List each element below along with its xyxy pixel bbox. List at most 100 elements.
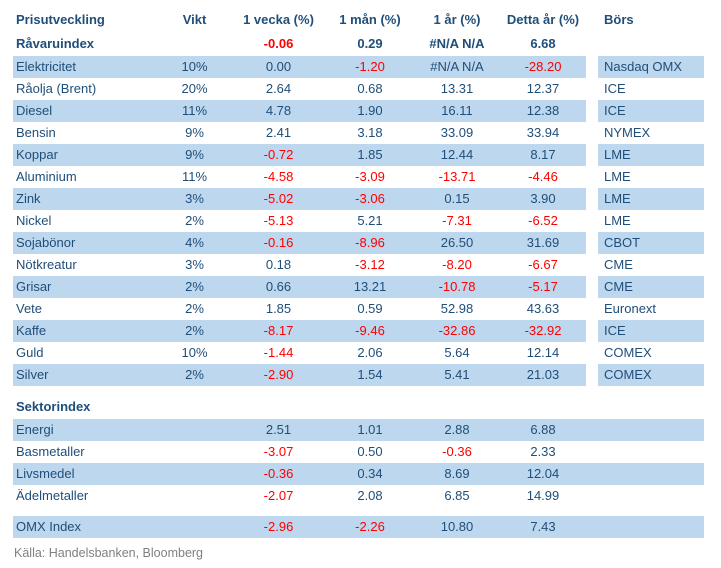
row-label-cell: Ädelmetaller bbox=[16, 488, 89, 503]
weight-cell: 11% bbox=[181, 169, 208, 184]
exchange-cell: ICE bbox=[598, 320, 704, 342]
value-1-year-cell: 16.11 bbox=[414, 100, 500, 122]
value-1-month-cell: 1.54 bbox=[326, 364, 414, 386]
value-ytd-cell: 6.88 bbox=[500, 419, 586, 441]
exchange-cell: LME bbox=[598, 188, 704, 210]
value-ytd-cell: 12.38 bbox=[500, 100, 586, 122]
row-label-cell: Elektricitet bbox=[13, 56, 158, 78]
value-1-month-cell: -3.12 bbox=[355, 257, 385, 272]
exchange-cell: LME bbox=[604, 169, 631, 184]
value-ytd-cell: 12.37 bbox=[526, 81, 560, 96]
spacer-cell bbox=[586, 463, 598, 485]
row-label-cell: Koppar bbox=[13, 144, 158, 166]
value-1-month-cell: 3.18 bbox=[357, 125, 383, 140]
value-1-year-cell: #N/A N/A bbox=[414, 56, 500, 78]
value-1-week-cell: -0.06 bbox=[263, 36, 294, 51]
value-1-week-cell: 2.51 bbox=[231, 419, 326, 441]
spacer-cell bbox=[586, 32, 598, 56]
value-1-week-cell: 0.66 bbox=[231, 276, 326, 298]
value-ytd-cell: 3.90 bbox=[500, 188, 586, 210]
weight-cell: 20% bbox=[181, 81, 208, 96]
spacer-cell bbox=[586, 254, 598, 276]
value-1-month-cell: 0.59 bbox=[357, 301, 383, 316]
row-label-cell: Basmetaller bbox=[16, 444, 85, 459]
value-ytd-cell bbox=[500, 395, 586, 419]
blank-separator-cell bbox=[13, 507, 704, 516]
value-1-month-cell: 1.01 bbox=[326, 419, 414, 441]
exchange-cell bbox=[598, 516, 704, 538]
weight-cell bbox=[158, 395, 231, 419]
column-header-detta-ar: Detta år (%) bbox=[506, 12, 580, 27]
row-label-cell: Råvaruindex bbox=[16, 36, 95, 51]
row-label-cell: Bensin bbox=[16, 125, 56, 140]
weight-cell: 10% bbox=[158, 56, 231, 78]
spacer-cell bbox=[586, 188, 598, 210]
value-1-year-cell: -0.36 bbox=[442, 444, 472, 459]
value-1-week-cell: -5.13 bbox=[263, 213, 294, 228]
row-label-cell: OMX Index bbox=[13, 516, 158, 538]
value-ytd-cell: -5.17 bbox=[500, 276, 586, 298]
value-1-year-cell: 5.64 bbox=[444, 345, 470, 360]
weight-cell bbox=[158, 463, 231, 485]
value-1-week-cell: -0.16 bbox=[231, 232, 326, 254]
row-label-cell: Vete bbox=[16, 301, 43, 316]
value-1-year-cell: 12.44 bbox=[414, 144, 500, 166]
spacer-cell bbox=[586, 364, 598, 386]
exchange-cell: Nasdaq OMX bbox=[598, 56, 704, 78]
row-label-cell: Nötkreatur bbox=[16, 257, 77, 272]
weight-cell bbox=[158, 516, 231, 538]
value-1-year-cell: 6.85 bbox=[444, 488, 470, 503]
sector-row: Energi 2.51 1.01 2.88 6.88 bbox=[13, 419, 704, 441]
exchange-cell bbox=[598, 419, 704, 441]
weight-cell: 10% bbox=[181, 345, 208, 360]
spacer-cell bbox=[586, 419, 598, 441]
value-1-month-cell: 0.29 bbox=[357, 36, 383, 51]
value-1-week-cell: -4.58 bbox=[263, 169, 294, 184]
row-label-cell: Diesel bbox=[13, 100, 158, 122]
column-header-1-man: 1 mån (%) bbox=[339, 12, 401, 27]
weight-cell: 9% bbox=[185, 125, 204, 140]
value-1-week-cell: 0.18 bbox=[265, 257, 292, 272]
spacer-cell bbox=[586, 210, 598, 232]
spacer-cell bbox=[586, 78, 598, 100]
commodity-row: Vete 2% 1.85 0.59 52.98 43.63 Euronext bbox=[13, 298, 704, 320]
row-label-cell: Livsmedel bbox=[13, 463, 158, 485]
value-1-week-cell bbox=[231, 395, 326, 419]
spacer-cell bbox=[586, 166, 598, 188]
exchange-cell: COMEX bbox=[604, 345, 652, 360]
column-header-1-ar: 1 år (%) bbox=[433, 12, 481, 27]
value-1-week-cell: -2.96 bbox=[231, 516, 326, 538]
value-1-year-cell: -10.78 bbox=[414, 276, 500, 298]
value-1-week-cell: -2.90 bbox=[231, 364, 326, 386]
value-ytd-cell: 6.68 bbox=[530, 36, 556, 51]
exchange-cell: LME bbox=[604, 213, 631, 228]
blank-separator-row bbox=[13, 386, 704, 395]
weight-cell: 11% bbox=[158, 100, 231, 122]
commodity-row: Råolja (Brent) 20% 2.64 0.68 13.31 12.37 ICE bbox=[13, 78, 704, 100]
weight-cell: 2% bbox=[158, 364, 231, 386]
value-1-month-cell: 0.50 bbox=[357, 444, 383, 459]
commodity-row: Bensin 9% 2.41 3.18 33.09 33.94 NYMEX bbox=[13, 122, 704, 144]
value-1-year-cell: 52.98 bbox=[440, 301, 474, 316]
value-ytd-cell: 43.63 bbox=[526, 301, 560, 316]
spacer-cell bbox=[586, 516, 598, 538]
value-1-month-cell: -3.06 bbox=[326, 188, 414, 210]
value-ytd-cell: -32.92 bbox=[500, 320, 586, 342]
value-1-week-cell: -0.36 bbox=[231, 463, 326, 485]
commodity-row: Sojabönor 4% -0.16 -8.96 26.50 31.69 CBOT bbox=[13, 232, 704, 254]
value-1-year-cell: 2.88 bbox=[414, 419, 500, 441]
commodity-row: Aluminium 11% -4.58 -3.09 -13.71 -4.46 LME bbox=[13, 166, 704, 188]
weight-cell bbox=[158, 485, 231, 507]
commodity-row: Koppar 9% -0.72 1.85 12.44 8.17 LME bbox=[13, 144, 704, 166]
value-1-year-cell: -32.86 bbox=[414, 320, 500, 342]
value-1-year-cell: -13.71 bbox=[438, 169, 476, 184]
commodity-row: Zink 3% -5.02 -3.06 0.15 3.90 LME bbox=[13, 188, 704, 210]
weight-cell: 4% bbox=[158, 232, 231, 254]
spacer-cell bbox=[586, 298, 598, 320]
commodity-row: Silver 2% -2.90 1.54 5.41 21.03 COMEX bbox=[13, 364, 704, 386]
spacer-cell bbox=[586, 342, 598, 364]
value-1-month-cell: 2.08 bbox=[357, 488, 383, 503]
commodity-row: Nötkreatur 3% 0.18 -3.12 -8.20 -6.67 CME bbox=[13, 254, 704, 276]
weight-cell bbox=[158, 441, 231, 463]
weight-cell bbox=[158, 419, 231, 441]
